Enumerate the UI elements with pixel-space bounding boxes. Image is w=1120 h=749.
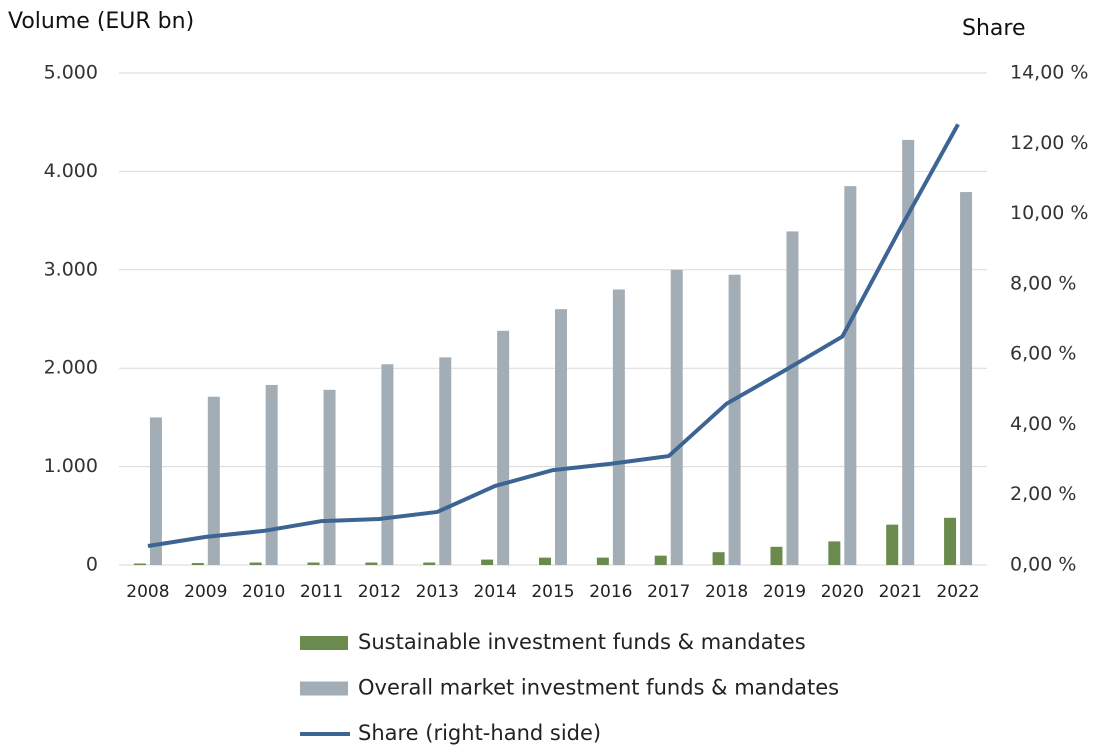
y2-tick-label: 12,00 % — [1010, 132, 1089, 154]
legend-swatch — [300, 732, 350, 736]
y-axis-title: Volume (EUR bn) — [8, 9, 194, 34]
bar — [439, 357, 452, 565]
bar — [365, 562, 378, 565]
x-tick-label: 2016 — [589, 582, 632, 602]
legend-label: Overall market investment funds & mandat… — [358, 676, 839, 700]
bar — [712, 552, 725, 565]
x-tick-label: 2008 — [126, 582, 169, 602]
bar — [133, 563, 146, 565]
y-tick-label: 0 — [86, 554, 98, 576]
legend-label: Share (right-hand side) — [358, 721, 601, 745]
line — [147, 123, 960, 548]
x-tick-label: 2017 — [647, 582, 690, 602]
bar — [960, 192, 973, 565]
y2-axis-title: Share — [962, 16, 1026, 41]
y-tick-label: 1.000 — [44, 455, 98, 477]
y-tick-label: 2.000 — [44, 357, 98, 379]
bar — [497, 330, 510, 565]
bar — [670, 269, 683, 565]
bar — [886, 524, 899, 565]
bar — [828, 541, 841, 565]
bar — [555, 309, 567, 565]
bar — [596, 557, 609, 565]
bar — [265, 384, 278, 565]
x-tick-label: 2022 — [936, 582, 979, 602]
y2-tick-label: 6,00 % — [1010, 343, 1076, 365]
bar — [902, 139, 915, 566]
bar — [249, 562, 262, 565]
bar — [944, 517, 957, 565]
bar — [844, 186, 857, 565]
bar — [612, 289, 625, 565]
y2-tick-label: 0,00 % — [1010, 554, 1076, 576]
y2-tick-label: 10,00 % — [1010, 202, 1089, 224]
y-tick-label: 5.000 — [44, 62, 98, 84]
legend-label: Sustainable investment funds & mandates — [358, 630, 806, 654]
bar — [191, 563, 204, 565]
bar — [423, 562, 436, 565]
x-tick-label: 2009 — [184, 582, 227, 602]
x-tick-label: 2021 — [879, 582, 922, 602]
y-tick-label: 3.000 — [44, 258, 98, 280]
y2-tick-label: 2,00 % — [1010, 483, 1076, 505]
bar — [539, 557, 551, 565]
x-tick-label: 2018 — [705, 582, 748, 602]
y-tick-label: 4.000 — [44, 160, 98, 182]
x-tick-label: 2015 — [531, 582, 574, 602]
bar — [307, 562, 320, 565]
bar — [786, 231, 799, 565]
bar — [207, 396, 220, 565]
legend-swatch — [300, 636, 348, 650]
bar — [654, 555, 667, 565]
y2-tick-label: 8,00 % — [1010, 272, 1076, 294]
x-tick-label: 2013 — [416, 582, 459, 602]
x-tick-label: 2020 — [821, 582, 864, 602]
bar — [381, 364, 394, 565]
x-tick-label: 2010 — [242, 582, 285, 602]
bar — [770, 546, 783, 565]
bar — [728, 274, 741, 565]
x-tick-label: 2011 — [300, 582, 343, 602]
bar — [149, 417, 162, 565]
bar — [481, 559, 494, 565]
x-tick-label: 2012 — [358, 582, 401, 602]
y2-tick-label: 4,00 % — [1010, 413, 1076, 435]
x-tick-label: 2019 — [763, 582, 806, 602]
legend-swatch — [300, 681, 348, 696]
x-tick-label: 2014 — [474, 582, 517, 602]
y2-tick-label: 14,00 % — [1010, 62, 1089, 84]
bar — [323, 389, 336, 565]
